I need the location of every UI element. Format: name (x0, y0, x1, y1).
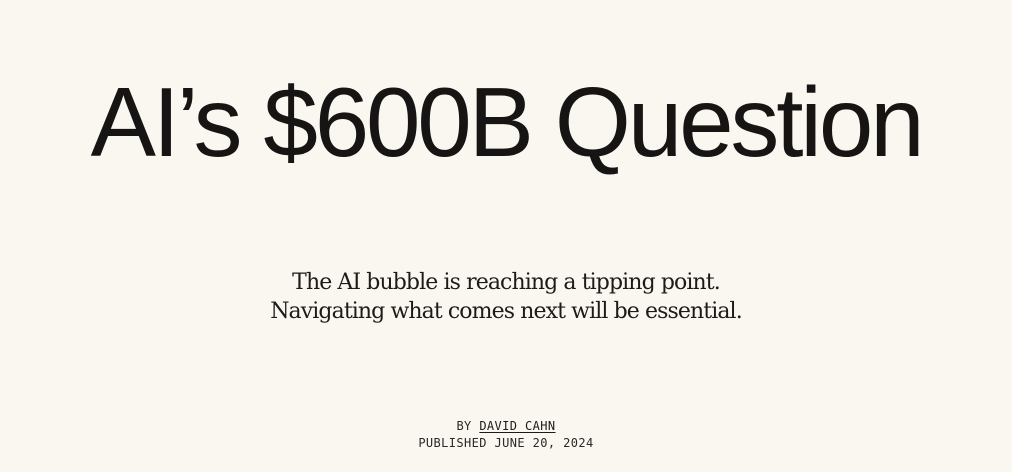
article-title: AI’s $600B Question (90, 67, 925, 177)
subtitle-line-2: Navigating what comes next will be essen… (270, 299, 743, 324)
byline: BY DAVID CAHN PUBLISHED JUNE 20, 2024 (0, 418, 1012, 452)
published-date: PUBLISHED JUNE 20, 2024 (418, 436, 594, 450)
author-line: BY DAVID CAHN (0, 418, 1012, 435)
article-subtitle: The AI bubble is reaching a tipping poin… (0, 268, 1012, 326)
author-link[interactable]: DAVID CAHN (479, 419, 556, 433)
byline-prefix: BY (456, 419, 472, 433)
subtitle-line-1: The AI bubble is reaching a tipping poin… (292, 270, 721, 295)
